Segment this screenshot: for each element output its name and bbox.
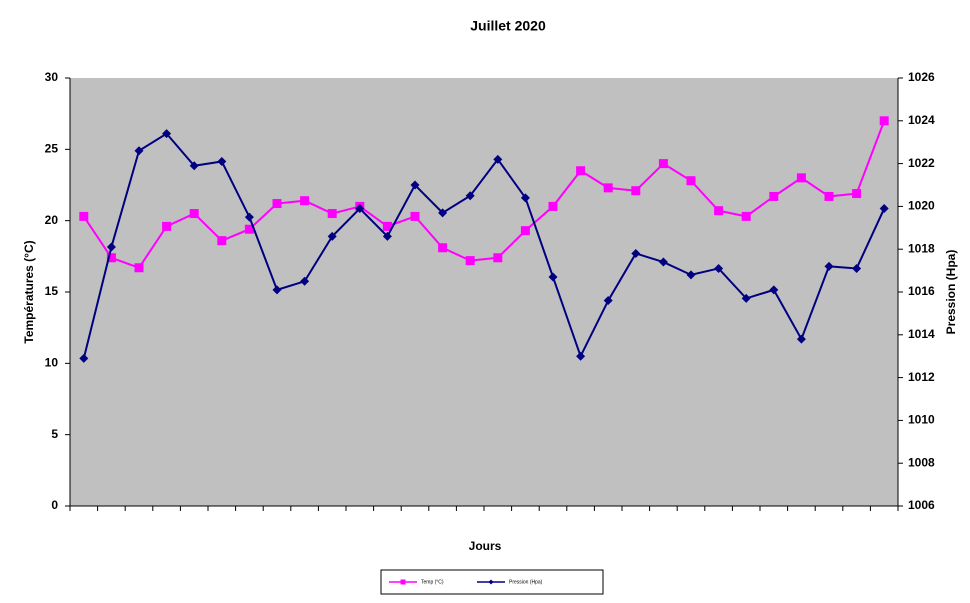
marker <box>189 209 199 219</box>
marker <box>244 212 254 222</box>
y2-tick-label: 1010 <box>908 413 935 427</box>
y-axis-label: Températures (°C) <box>22 240 36 343</box>
marker <box>79 353 89 363</box>
marker <box>493 154 503 164</box>
marker <box>658 159 668 169</box>
marker <box>796 173 806 183</box>
marker <box>327 231 337 241</box>
marker <box>217 156 227 166</box>
marker <box>603 183 613 193</box>
y2-axis-label: Pression (Hpa) <box>944 250 958 335</box>
marker <box>741 293 751 303</box>
marker <box>852 189 862 199</box>
marker <box>769 191 779 201</box>
marker <box>300 276 310 286</box>
marker <box>382 221 392 231</box>
legend: Temp (°C) Pression (Hpa) <box>380 569 604 595</box>
legend-label: Temp (°C) <box>421 579 444 585</box>
marker <box>382 231 392 241</box>
y2-tick-label: 1014 <box>908 327 935 341</box>
marker <box>796 334 806 344</box>
marker <box>327 209 337 219</box>
y2-tick-label: 1018 <box>908 241 935 255</box>
y-tick-label: 0 <box>51 498 58 512</box>
marker <box>162 221 172 231</box>
marker <box>189 161 199 171</box>
y-tick-label: 15 <box>45 284 59 298</box>
marker <box>548 201 558 211</box>
series-line <box>82 120 886 269</box>
chart-title: Juillet 2020 <box>470 18 546 34</box>
y2-tick-label: 1012 <box>908 370 935 384</box>
marker <box>465 191 475 201</box>
marker <box>824 261 834 271</box>
y-tick-label: 5 <box>51 427 58 441</box>
marker <box>162 129 172 139</box>
marker <box>410 180 420 190</box>
y2-tick-label: 1026 <box>908 70 935 84</box>
plot-area <box>70 78 898 506</box>
marker <box>355 204 365 214</box>
marker <box>79 211 89 221</box>
marker <box>879 204 889 214</box>
marker <box>824 191 834 201</box>
series-line <box>82 132 886 359</box>
marker <box>400 579 406 585</box>
y-tick-label: 30 <box>45 70 59 84</box>
marker <box>576 166 586 176</box>
marker <box>686 270 696 280</box>
y2-tick-label: 1020 <box>908 199 935 213</box>
marker <box>493 253 503 263</box>
marker <box>686 176 696 186</box>
marker <box>106 253 116 263</box>
marker <box>576 351 586 361</box>
marker <box>741 211 751 221</box>
marker <box>217 236 227 246</box>
marker <box>714 206 724 216</box>
y-tick-label: 25 <box>45 142 59 156</box>
marker <box>879 116 889 126</box>
marker <box>488 579 494 585</box>
marker <box>106 242 116 252</box>
y2-tick-label: 1024 <box>908 113 935 127</box>
marker <box>410 211 420 221</box>
marker <box>134 146 144 156</box>
marker <box>300 196 310 206</box>
marker <box>465 256 475 266</box>
y2-tick-label: 1016 <box>908 284 935 298</box>
y2-tick-label: 1006 <box>908 498 935 512</box>
marker <box>603 296 613 306</box>
y-tick-label: 10 <box>45 356 59 370</box>
marker <box>658 257 668 267</box>
legend-label: Pression (Hpa) <box>509 579 543 585</box>
marker <box>631 186 641 196</box>
marker <box>852 263 862 273</box>
marker <box>244 224 254 234</box>
marker <box>548 272 558 282</box>
marker <box>438 208 448 218</box>
marker <box>714 263 724 273</box>
marker <box>134 263 144 273</box>
marker <box>272 285 282 295</box>
marker <box>438 243 448 253</box>
y2-tick-label: 1022 <box>908 156 935 170</box>
marker <box>769 285 779 295</box>
marker <box>520 193 530 203</box>
marker <box>631 248 641 258</box>
x-axis-label: Jours <box>469 539 502 553</box>
y2-tick-label: 1008 <box>908 455 935 469</box>
marker <box>272 199 282 209</box>
marker <box>520 226 530 236</box>
y-tick-label: 20 <box>45 213 59 227</box>
